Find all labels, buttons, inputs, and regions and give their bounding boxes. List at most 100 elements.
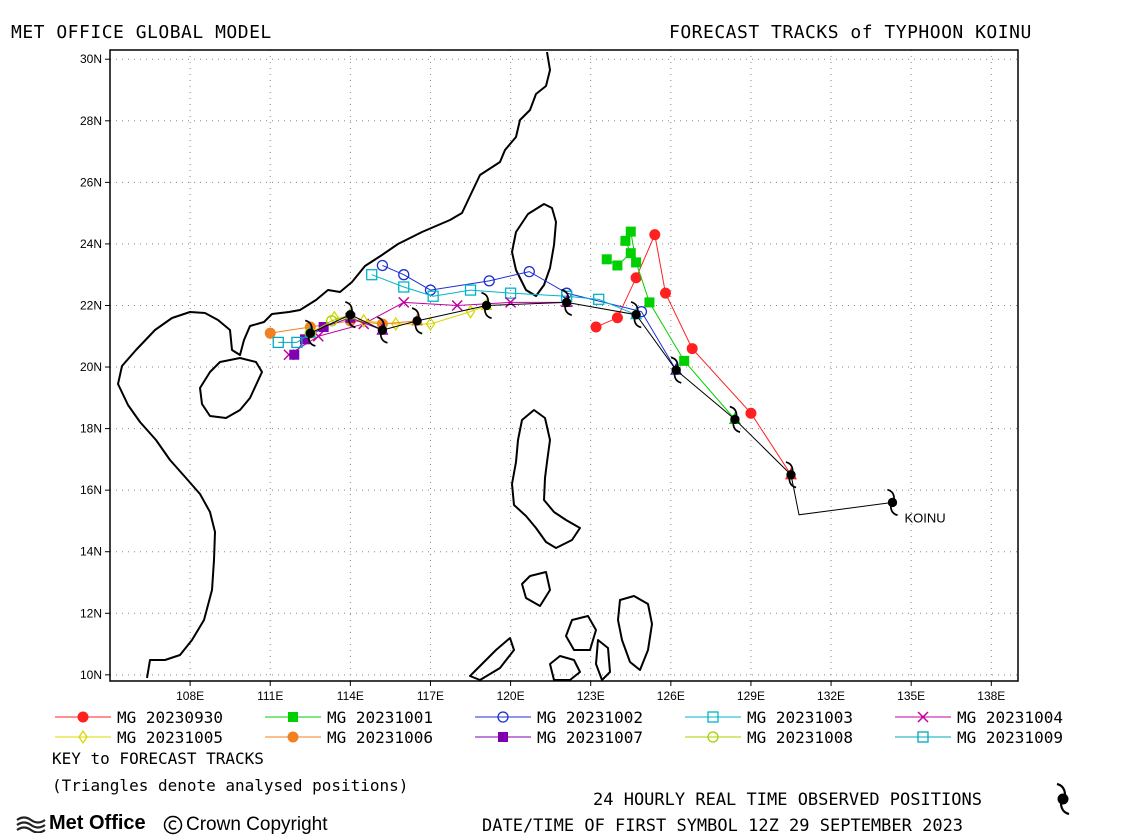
cross-marker bbox=[398, 296, 410, 308]
legend-row-2: MG 20231005 MG 20231006 MG 20231007 MG 2023… bbox=[55, 727, 1130, 747]
legend-label: MG 20231003 bbox=[747, 707, 853, 727]
forecast-track-line bbox=[310, 314, 351, 334]
open-circle-marker bbox=[398, 269, 410, 281]
lon-tick-label: 120E bbox=[497, 689, 525, 700]
negros-coast bbox=[595, 639, 611, 681]
filled-square-marker bbox=[620, 235, 631, 246]
legend-swatch bbox=[55, 711, 111, 723]
filled-square-marker bbox=[625, 248, 636, 259]
open-diamond-marker bbox=[390, 316, 401, 332]
open-square-marker bbox=[707, 711, 719, 723]
mindoro-coast bbox=[521, 571, 551, 607]
legend-label: MG 20231002 bbox=[537, 707, 643, 727]
right-title: FORECAST TRACKS of TYPHOON KOINU bbox=[669, 22, 1032, 43]
open-square-marker bbox=[272, 336, 284, 349]
legend-item: MG 20231008 bbox=[685, 727, 853, 747]
legend-label: MG 20231005 bbox=[117, 727, 223, 747]
lat-tick-label: 28N bbox=[80, 114, 102, 128]
lon-tick-label: 114E bbox=[337, 689, 364, 700]
legend-item: MG 20231004 bbox=[895, 707, 1063, 727]
filled-circle-marker bbox=[745, 407, 757, 419]
filled-square-marker bbox=[289, 349, 300, 360]
open-circle-marker bbox=[497, 711, 509, 723]
open-square-marker bbox=[504, 287, 517, 299]
lon-tick-label: 132E bbox=[817, 689, 845, 700]
open-circle-marker bbox=[376, 259, 389, 272]
hainan-coast bbox=[199, 357, 263, 419]
typhoon-symbol-icon bbox=[630, 301, 642, 329]
filled-square-marker bbox=[288, 712, 298, 722]
forecast-tracks bbox=[264, 226, 797, 480]
track-map: KOINU 108E 111E 114E 117E 120E 123E 126E 129E 13… bbox=[80, 49, 1019, 700]
legend-item: MG 20231003 bbox=[685, 707, 853, 727]
typhoon-symbol-icon bbox=[729, 405, 741, 433]
lat-tick-label: 22N bbox=[80, 298, 102, 312]
lat-tick-label: 20N bbox=[80, 360, 102, 374]
legend-swatch bbox=[895, 711, 951, 723]
filled-square-marker bbox=[612, 260, 623, 271]
open-diamond-marker bbox=[425, 316, 436, 332]
typhoon-symbol-icon bbox=[377, 316, 388, 344]
legend-label: MG 20231009 bbox=[957, 727, 1063, 747]
legend-swatch bbox=[685, 711, 741, 723]
typhoon-symbol-icon bbox=[411, 307, 423, 335]
open-square-marker bbox=[291, 336, 303, 349]
legend-swatch bbox=[265, 731, 321, 743]
taiwan-coast bbox=[511, 203, 557, 297]
legend-swatch bbox=[475, 732, 531, 742]
legend-item: MG 20231009 bbox=[895, 727, 1063, 747]
open-square-marker bbox=[464, 284, 477, 296]
lon-tick-label: 129E bbox=[737, 689, 765, 700]
filled-circle-marker bbox=[686, 343, 698, 355]
legend-label: MG 20230930 bbox=[117, 707, 223, 727]
lat-tick-label: 10N bbox=[80, 668, 102, 682]
logo-text: Met Office bbox=[49, 812, 146, 834]
lat-tick-label: 30N bbox=[80, 52, 102, 66]
open-circle-marker bbox=[707, 731, 719, 743]
legend-swatch bbox=[685, 731, 741, 743]
lat-tick-label: 12N bbox=[80, 606, 102, 620]
mindanao-coast bbox=[549, 655, 581, 681]
legend-swatch bbox=[55, 729, 111, 745]
lon-tick-label: 135E bbox=[897, 689, 925, 700]
open-circle-marker bbox=[483, 275, 495, 287]
observed-track-line bbox=[310, 301, 893, 516]
forecast-track bbox=[590, 229, 797, 480]
cross-marker bbox=[917, 711, 929, 723]
filled-square-marker bbox=[625, 226, 636, 237]
open-diamond-marker bbox=[78, 729, 88, 745]
lon-tick-label: 117E bbox=[417, 689, 444, 700]
typhoon-symbol-icon bbox=[345, 301, 356, 329]
filled-square-marker bbox=[644, 297, 655, 308]
legend-item: MG 20231002 bbox=[475, 707, 643, 727]
filled-circle-marker bbox=[590, 321, 602, 333]
open-square-marker bbox=[427, 290, 439, 302]
visayas-coast bbox=[617, 595, 653, 671]
filled-square-marker bbox=[299, 334, 310, 345]
lat-tick-label: 18N bbox=[80, 422, 102, 436]
lon-tick-label: 123E bbox=[577, 689, 605, 700]
panay-coast bbox=[565, 615, 597, 651]
typhoon-symbol-icon bbox=[1056, 782, 1070, 816]
copyright-icon bbox=[163, 815, 183, 835]
legend-label: MG 20231006 bbox=[327, 727, 433, 747]
typhoon-symbol-icon bbox=[785, 461, 797, 489]
lon-tick-label: 138E bbox=[977, 689, 1005, 700]
key-note: (Triangles denote analysed positions) bbox=[52, 776, 409, 795]
storm-label: KOINU bbox=[904, 510, 945, 525]
axis-ticks: 108E 111E 114E 117E 120E 123E 126E 129E 132E 135E… bbox=[80, 52, 1005, 700]
left-title: MET OFFICE GLOBAL MODEL bbox=[11, 22, 272, 43]
legend-item: MG 20231006 bbox=[265, 727, 433, 747]
lon-tick-label: 126E bbox=[657, 689, 685, 700]
legend-swatch bbox=[475, 711, 531, 723]
open-diamond-marker bbox=[358, 313, 369, 329]
copyright-text: Crown Copyright bbox=[186, 814, 328, 835]
cross-marker bbox=[451, 299, 463, 312]
filled-square-marker bbox=[601, 254, 612, 265]
met-office-logo: Met Office bbox=[16, 812, 146, 835]
china-coast bbox=[117, 51, 551, 679]
observed-track bbox=[304, 288, 898, 517]
lat-tick-label: 14N bbox=[80, 545, 102, 559]
map-frame bbox=[109, 49, 1019, 682]
legend-item: MG 20230930 bbox=[55, 707, 223, 727]
